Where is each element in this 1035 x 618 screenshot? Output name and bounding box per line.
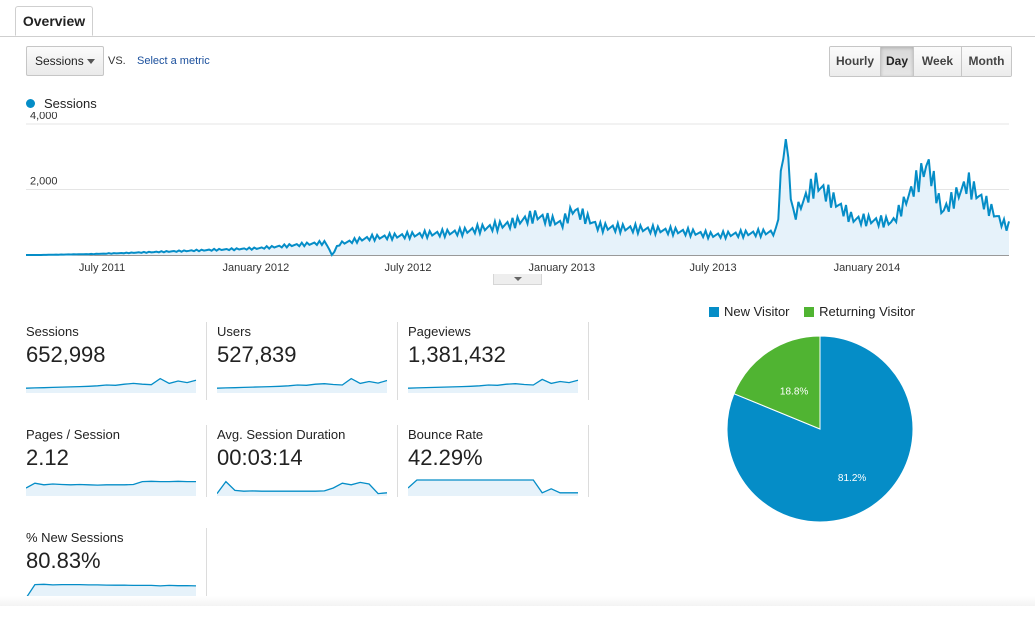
y-tick-label: 2,000	[30, 176, 58, 188]
x-tick-label: July 2012	[384, 262, 431, 274]
bottom-fade	[0, 596, 1035, 606]
divider	[206, 528, 207, 606]
y-tick-label: 4,000	[30, 112, 58, 122]
metric-value: 42.29%	[408, 445, 483, 470]
sparkline-line	[217, 480, 388, 495]
sessions-series-line	[26, 138, 1010, 257]
divider	[588, 322, 589, 400]
sparkline-line	[217, 377, 388, 389]
metric-select[interactable]: Sessions	[26, 46, 104, 76]
sparkline-area	[408, 480, 578, 496]
x-tick-label: July 2013	[690, 262, 737, 274]
pie-slice-label: 81.2%	[838, 473, 866, 484]
tab-bar: Overview	[0, 0, 1035, 37]
metric-value: 1,381,432	[408, 342, 506, 367]
metric-value: 652,998	[26, 342, 106, 367]
month-button[interactable]: Month	[962, 47, 1011, 76]
new-visitor-legend-swatch-icon	[709, 307, 719, 317]
sparkline-line	[408, 479, 578, 494]
metric-tile[interactable]: Avg. Session Duration 00:03:14	[217, 427, 397, 515]
sparkline-line	[26, 480, 196, 489]
legend-returning-visitor: Returning Visitor	[819, 304, 916, 319]
metric-tile[interactable]: Pageviews 1,381,432	[408, 324, 588, 412]
metric-tile[interactable]: Sessions 652,998	[26, 324, 206, 412]
returning-visitor-legend-swatch-icon	[804, 307, 815, 317]
sparkline-line	[26, 583, 197, 599]
chart-expand-handle[interactable]	[493, 274, 542, 285]
legend-sessions-label: Sessions	[44, 96, 97, 111]
metric-tile[interactable]: Pages / Session 2.12	[26, 427, 206, 515]
divider	[397, 425, 398, 497]
select-metric-link[interactable]: Select a metric	[137, 55, 210, 67]
metric-select-label: Sessions	[35, 54, 84, 68]
tab-overview[interactable]: Overview	[15, 6, 93, 36]
divider	[206, 322, 207, 400]
metric-value: 2.12	[26, 445, 69, 470]
metric-value: 527,839	[217, 342, 297, 367]
sparkline-line	[408, 378, 579, 389]
hourly-button[interactable]: Hourly	[830, 47, 881, 76]
metric-sparkline	[26, 480, 196, 496]
sparkline-area	[26, 584, 196, 599]
sparkline-area	[217, 481, 387, 496]
metric-value: 00:03:14	[217, 445, 303, 470]
metric-sparkline	[217, 377, 388, 393]
metric-label: Users	[217, 324, 251, 339]
metric-tile[interactable]: Bounce Rate 42.29%	[408, 427, 588, 515]
chart-legend: Sessions	[26, 96, 97, 111]
metric-value: 80.83%	[26, 548, 101, 573]
chevron-down-icon	[87, 59, 95, 64]
divider	[588, 425, 589, 497]
metric-tile[interactable]: Users 527,839	[217, 324, 397, 412]
granularity-buttons: Hourly Day Week Month	[829, 46, 1012, 77]
metric-sparkline	[408, 479, 578, 496]
sessions-area	[26, 139, 1009, 255]
metric-label: Pages / Session	[26, 427, 120, 442]
x-tick-label: January 2013	[528, 262, 595, 274]
metric-sparkline	[217, 480, 388, 496]
metric-sparkline	[408, 378, 579, 393]
sparkline-area	[408, 379, 578, 393]
metric-sparkline	[26, 583, 197, 599]
metric-label: Pageviews	[408, 324, 471, 339]
sparkline-line	[26, 377, 197, 389]
x-tick-label: January 2012	[223, 262, 290, 274]
metric-label: Avg. Session Duration	[217, 427, 346, 442]
metric-label: % New Sessions	[26, 530, 124, 545]
metric-sparkline	[26, 377, 197, 393]
x-tick-label: January 2014	[834, 262, 901, 274]
pie-slice-label: 18.8%	[780, 386, 808, 397]
week-button[interactable]: Week	[914, 47, 962, 76]
visitor-pie-chart[interactable]: 81.2% 18.8%	[725, 335, 915, 525]
metric-label: Bounce Rate	[408, 427, 484, 442]
divider	[397, 322, 398, 400]
day-button[interactable]: Day	[881, 47, 914, 76]
vs-label: VS.	[108, 55, 126, 67]
legend-new-visitor: New Visitor	[724, 304, 790, 319]
metric-tile[interactable]: % New Sessions 80.83%	[26, 530, 206, 618]
metric-label: Sessions	[26, 324, 79, 339]
x-tick-label: July 2011	[79, 262, 125, 274]
divider	[206, 425, 207, 497]
sessions-legend-dot-icon	[26, 99, 35, 108]
sessions-line-chart[interactable]: 2,000 4,000 July 2011 January 2012 July 2012…	[0, 112, 1035, 277]
pie-legend: New Visitor Returning Visitor	[709, 304, 915, 319]
pie-slice-returning-visitor[interactable]	[733, 335, 821, 430]
